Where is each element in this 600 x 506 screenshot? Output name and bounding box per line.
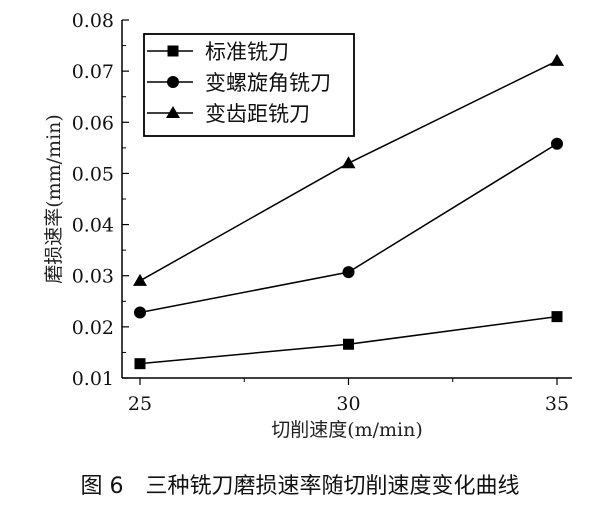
legend-label: 变螺旋角铣刀 xyxy=(205,71,331,95)
figure-caption: 图 6 三种铣刀磨损速率随切削速度变化曲线 xyxy=(80,474,520,499)
y-tick-label: 0.07 xyxy=(72,61,114,83)
data-point-1-2 xyxy=(343,338,354,350)
x-tick-label: 35 xyxy=(545,393,569,415)
y-tick-label: 0.05 xyxy=(72,163,114,185)
data-point-3-2 xyxy=(341,156,356,169)
series-line-2 xyxy=(139,143,558,314)
data-point-3-3 xyxy=(550,53,564,66)
data-point-1-3 xyxy=(551,311,563,323)
legend-label: 变齿距铣刀 xyxy=(205,102,310,126)
x-axis-label: 切削速度(m/min) xyxy=(271,419,423,441)
data-point-2-3 xyxy=(551,137,563,150)
x-tick-label: 30 xyxy=(336,393,360,415)
legend-label: 标准铣刀 xyxy=(205,40,289,64)
data-point-1-1 xyxy=(134,358,146,370)
y-tick-label: 0.02 xyxy=(72,317,114,339)
data-point-2-1 xyxy=(134,306,146,319)
legend-marker-circle xyxy=(167,76,179,88)
y-tick-label: 0.03 xyxy=(72,266,114,288)
legend-marker-square xyxy=(167,45,179,57)
y-axis-label: 磨损速率(mm/min) xyxy=(43,114,65,284)
data-point-2-2 xyxy=(342,266,355,279)
data-point-3-1 xyxy=(133,273,147,286)
line-chart: 0.01 0.02 0.03 0.04 0.05 0.06 0.07 0.08 25 30 35 切削… xyxy=(43,10,572,441)
y-tick-label: 0.04 xyxy=(72,215,114,237)
y-tick-label: 0.06 xyxy=(72,112,114,134)
x-tick-label: 25 xyxy=(128,393,152,415)
y-tick-label: 0.08 xyxy=(72,10,114,32)
y-tick-label: 0.01 xyxy=(72,368,114,390)
legend-marker-triangle xyxy=(166,106,180,118)
